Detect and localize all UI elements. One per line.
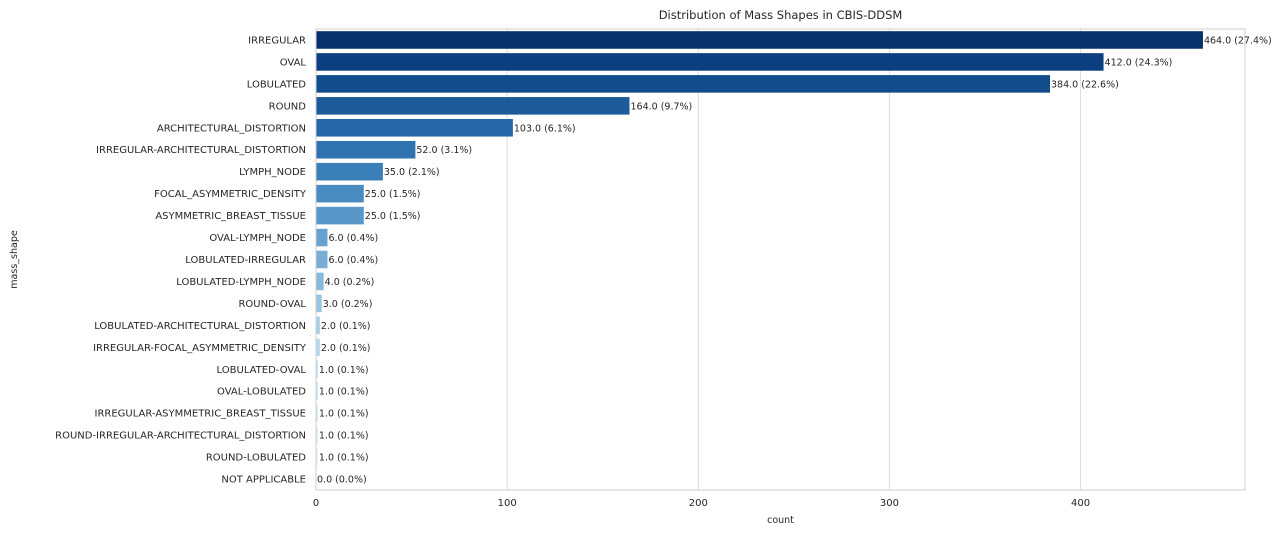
plot-frame xyxy=(315,28,1246,491)
y-tick-label: ROUND-LOBULATED xyxy=(206,453,306,464)
y-tick-label: ASYMMETRIC_BREAST_TISSUE xyxy=(155,211,306,222)
data-label: 52.0 (3.1%) xyxy=(416,145,472,156)
plot-border xyxy=(315,28,1246,491)
y-tick-labels: IRREGULAR OVAL LOBULATED ROUND ARCHITECTURAL… xyxy=(55,35,307,485)
bars xyxy=(316,31,1203,466)
y-tick-label: ROUND-OVAL xyxy=(238,299,306,310)
data-label: 384.0 (22.6%) xyxy=(1051,79,1119,90)
y-tick-label: LOBULATED-LYMPH_NODE xyxy=(176,277,306,288)
bar xyxy=(316,31,1203,49)
x-tick-labels: 0 100 200 300 400 xyxy=(313,498,1090,509)
y-tick-label: LOBULATED xyxy=(247,79,307,90)
x-tick-label: 400 xyxy=(1071,498,1090,509)
bar xyxy=(316,228,328,247)
bar xyxy=(316,206,364,225)
bar xyxy=(316,426,318,444)
bar xyxy=(316,448,318,466)
y-tick-label: LOBULATED-ARCHITECTURAL_DISTORTION xyxy=(94,321,306,332)
x-axis-title: count xyxy=(767,515,794,526)
y-tick-label: OVAL-LOBULATED xyxy=(217,387,306,398)
bar xyxy=(316,250,328,269)
bar xyxy=(316,162,383,181)
y-tick-label: IRREGULAR xyxy=(248,35,306,46)
data-label: 1.0 (0.1%) xyxy=(319,431,369,442)
y-tick-label: IRREGULAR-FOCAL_ASYMMETRIC_DENSITY xyxy=(93,343,307,354)
y-tick-label: ARCHITECTURAL_DISTORTION xyxy=(157,123,306,134)
data-label: 1.0 (0.1%) xyxy=(319,409,369,420)
y-tick-label: IRREGULAR-ASYMMETRIC_BREAST_TISSUE xyxy=(95,409,306,420)
x-tick-label: 300 xyxy=(880,498,899,509)
x-tick-label: 0 xyxy=(313,498,319,509)
y-tick-label: OVAL xyxy=(280,57,307,68)
data-label: 0.0 (0.0%) xyxy=(317,475,367,486)
data-label: 1.0 (0.1%) xyxy=(319,387,369,398)
bar xyxy=(316,97,630,115)
data-label: 2.0 (0.1%) xyxy=(321,343,371,354)
data-label: 4.0 (0.2%) xyxy=(325,277,375,288)
data-label: 35.0 (2.1%) xyxy=(384,167,440,178)
y-tick-label: OVAL-LYMPH_NODE xyxy=(209,233,306,244)
y-tick-label: LOBULATED-OVAL xyxy=(217,365,307,376)
bar xyxy=(316,53,1104,71)
bar xyxy=(316,360,318,379)
bar xyxy=(316,184,364,203)
bar xyxy=(316,382,318,400)
y-axis-title: mass_shape xyxy=(9,230,20,289)
bar xyxy=(316,338,320,357)
data-label: 464.0 (27.4%) xyxy=(1204,35,1272,46)
y-tick-label: ROUND xyxy=(269,101,307,112)
x-tick-label: 200 xyxy=(689,498,708,509)
data-label: 6.0 (0.4%) xyxy=(328,255,378,266)
bar xyxy=(316,119,513,137)
bar xyxy=(316,272,324,291)
x-tick-label: 100 xyxy=(498,498,517,509)
data-labels: 464.0 (27.4%) 412.0 (24.3%) 384.0 (22.6%) 1… xyxy=(317,35,1272,485)
data-label: 2.0 (0.1%) xyxy=(321,321,371,332)
data-label: 103.0 (6.1%) xyxy=(514,123,576,134)
data-label: 1.0 (0.1%) xyxy=(319,365,369,376)
y-tick-label: FOCAL_ASYMMETRIC_DENSITY xyxy=(154,189,307,200)
y-tick-label: IRREGULAR-ARCHITECTURAL_DISTORTION xyxy=(96,145,306,156)
data-label: 164.0 (9.7%) xyxy=(630,101,692,112)
data-label: 3.0 (0.2%) xyxy=(323,299,373,310)
data-label: 25.0 (1.5%) xyxy=(365,189,421,200)
y-tick-label: LYMPH_NODE xyxy=(239,167,306,178)
chart-title: Distribution of Mass Shapes in CBIS-DDSM xyxy=(659,8,903,22)
bar xyxy=(316,316,320,335)
data-label: 25.0 (1.5%) xyxy=(365,211,421,222)
y-tick-label: LOBULATED-IRREGULAR xyxy=(185,255,306,266)
bar xyxy=(316,404,318,422)
data-label: 6.0 (0.4%) xyxy=(328,233,378,244)
bar xyxy=(316,75,1051,93)
y-tick-label: NOT APPLICABLE xyxy=(221,475,306,486)
data-label: 412.0 (24.3%) xyxy=(1105,57,1173,68)
data-label: 1.0 (0.1%) xyxy=(319,453,369,464)
bar xyxy=(316,294,322,313)
bar xyxy=(316,140,416,159)
y-tick-label: ROUND-IRREGULAR-ARCHITECTURAL_DISTORTION xyxy=(55,431,306,442)
